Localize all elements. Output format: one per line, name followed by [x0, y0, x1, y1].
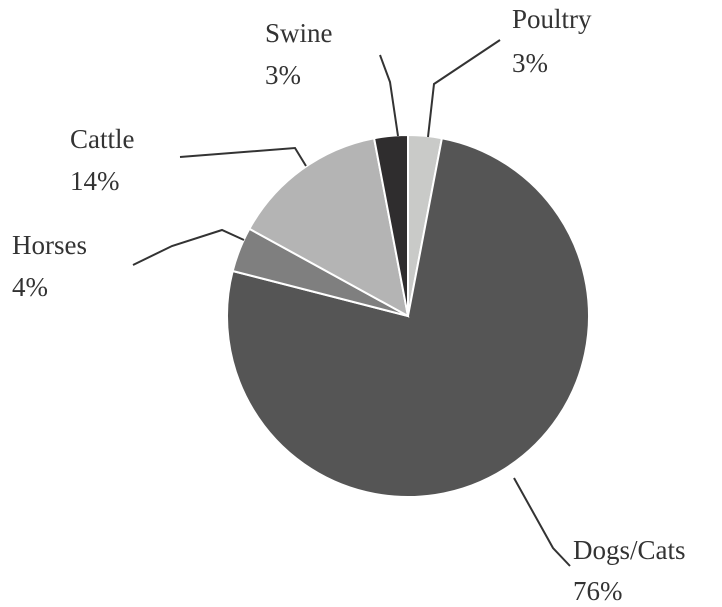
leader-lines — [132, 39, 571, 567]
slice-label-cattle: Cattle — [70, 124, 134, 154]
slice-label-dogs-cats: Dogs/Cats — [573, 535, 686, 565]
slice-label-horses: Horses — [12, 230, 87, 260]
pie-slices — [226, 133, 590, 498]
slice-label-poultry: Poultry — [512, 4, 592, 34]
slice-percent-horses: 4% — [12, 272, 48, 302]
slice-percent-dogs-cats: 76% — [573, 576, 623, 606]
slice-percent-poultry: 3% — [512, 48, 548, 78]
slice-percent-cattle: 14% — [70, 166, 120, 196]
slice-label-swine: Swine — [265, 18, 333, 48]
leader-line-dogs-cats — [513, 477, 571, 567]
pie-slice-cattle — [248, 137, 410, 318]
pie-slice-swine — [372, 133, 409, 317]
leader-line-horses — [132, 228, 245, 266]
slice-labels: Poultry 3% Dogs/Cats 76% Horses 4% Cattle 14% Sw… — [12, 4, 686, 606]
pie-slice-dogs-cats — [226, 137, 590, 498]
leader-line-cattle — [179, 146, 307, 167]
leader-line-swine — [379, 54, 399, 137]
slice-percent-swine: 3% — [265, 60, 301, 90]
leader-line-poultry — [427, 39, 501, 138]
